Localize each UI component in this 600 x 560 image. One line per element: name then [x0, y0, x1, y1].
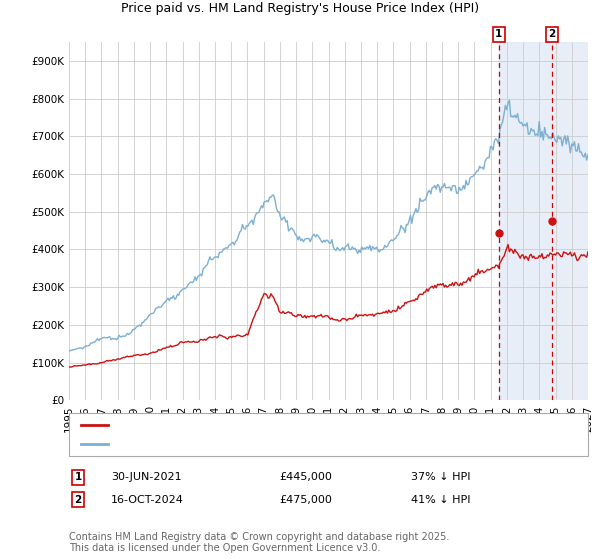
Text: 37% ↓ HPI: 37% ↓ HPI	[411, 472, 470, 482]
Text: 1: 1	[74, 472, 82, 482]
Text: 16-OCT-2024: 16-OCT-2024	[111, 494, 184, 505]
Text: Price paid vs. HM Land Registry's House Price Index (HPI): Price paid vs. HM Land Registry's House …	[121, 2, 479, 15]
Text: 41% ↓ HPI: 41% ↓ HPI	[411, 494, 470, 505]
Text: HPI: Average price, detached house, South Oxfordshire: HPI: Average price, detached house, Sout…	[114, 439, 421, 449]
Text: 1: 1	[495, 29, 502, 39]
Text: 2: 2	[74, 494, 82, 505]
Text: Contains HM Land Registry data © Crown copyright and database right 2025.
This d: Contains HM Land Registry data © Crown c…	[69, 531, 449, 553]
Text: 30-JUN-2021: 30-JUN-2021	[111, 472, 182, 482]
Text: £475,000: £475,000	[279, 494, 332, 505]
Text: 8, BIRCHEN CLOSE, WOODCOTE, READING, RG8 0SW (detached house): 8, BIRCHEN CLOSE, WOODCOTE, READING, RG8…	[114, 420, 511, 430]
Text: 2: 2	[548, 29, 556, 39]
Bar	[499, 42, 596, 400]
Text: £445,000: £445,000	[279, 472, 332, 482]
